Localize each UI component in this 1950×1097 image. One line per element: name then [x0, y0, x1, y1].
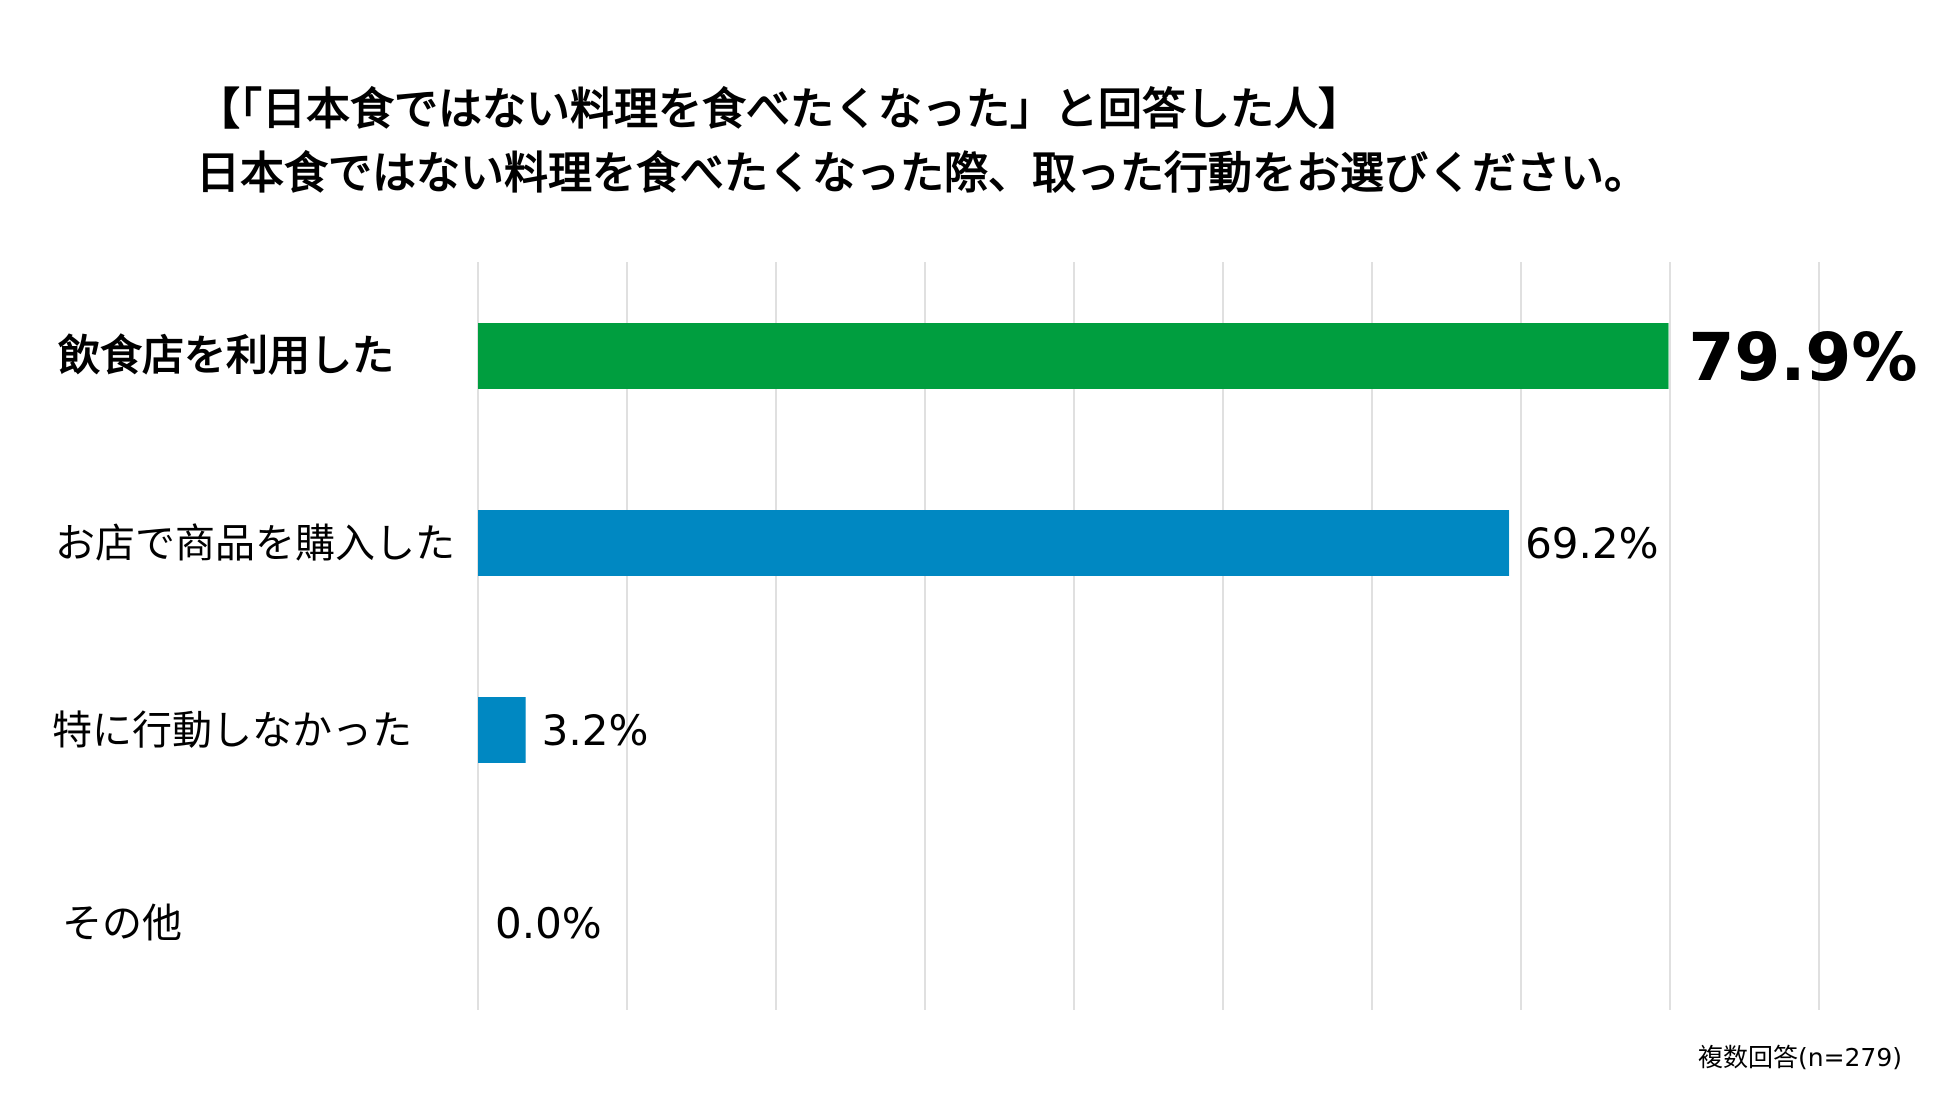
- sample-size-note: 複数回答(n=279): [1698, 1042, 1902, 1074]
- category-label-4: その他: [62, 901, 182, 947]
- value-label-2: 69.2%: [1525, 519, 1658, 568]
- bar-3: [478, 697, 526, 763]
- value-labels: 79.9% 69.2% 3.2% 0.0%: [495, 319, 1917, 948]
- bar-2: [478, 510, 1509, 576]
- value-label-4: 0.0%: [495, 899, 602, 948]
- category-label-1: 飲食店を利用した: [58, 331, 394, 380]
- category-label-3: 特に行動しなかった: [52, 708, 412, 754]
- bar-1: [478, 323, 1669, 389]
- value-label-3: 3.2%: [542, 706, 649, 755]
- category-label-2: お店で商品を購入した: [55, 521, 455, 567]
- value-label-1: 79.9%: [1689, 319, 1918, 396]
